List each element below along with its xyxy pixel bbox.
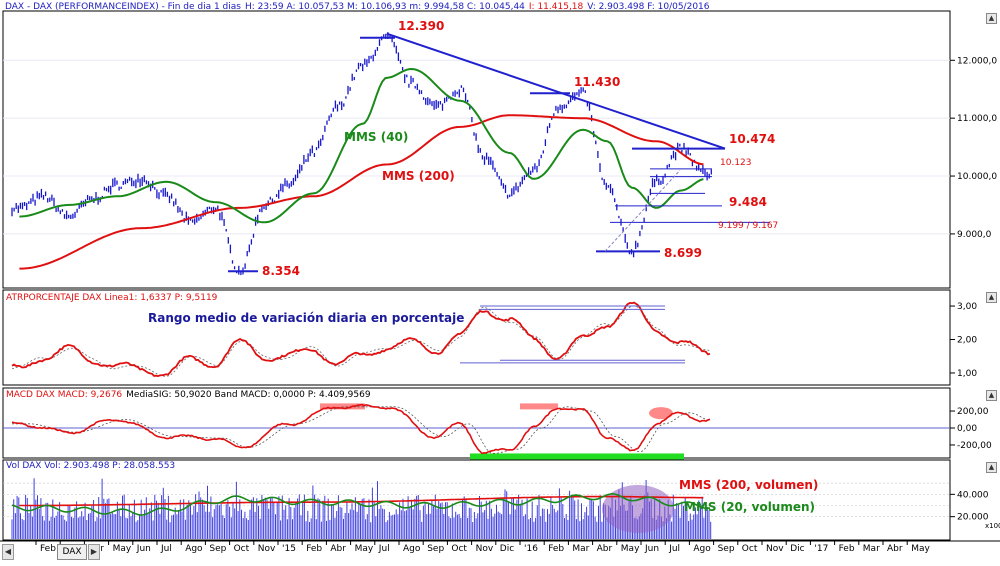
label-12390: 12.390 [398,19,444,33]
volume-plot [3,478,950,539]
x-tick-label: Mar [863,544,880,554]
x-tick-label: Abr [887,544,903,554]
y-tick-label: 200,00 [957,407,989,417]
volume-highlight-ellipse [602,485,674,533]
macd-highlight-top-2 [520,403,558,410]
x-tick-label: Jul [668,544,680,554]
label-mms40: MMS (40) [344,130,408,144]
label-9484: 9.484 [729,195,767,209]
y-tick-label: 12.000,0 [957,56,997,66]
x-axis-labels: Feb Mar Abr May Jun Jul Ago Sep Oct Nov '15 Feb Abr M… [35,541,930,554]
label-8699: 8.699 [664,246,702,260]
support-trendline [604,169,681,252]
x-tick-label: Ago [693,544,711,554]
macd-line [11,403,711,455]
y-tick-label: 9.000,0 [957,230,992,240]
y-tick-label: 11.000,0 [957,114,997,124]
macd-header: MACD DAX MACD: 9,2676 MediaSIG: 50,9020 B… [6,390,371,400]
x-tick-label: Nov [258,544,276,554]
volume-sma20-line [11,492,711,516]
atr-caption: Rango medio de variación diaria en porce… [148,311,464,325]
macd-highlight-bottom [470,453,684,460]
x-tick-label: Oct [234,544,250,554]
x-tick-label: '15 [282,544,296,554]
price-plot [3,32,950,276]
y-axes: 12.000,0 11.000,0 10.000,0 9.000,0 3,00 2,00 1… [950,56,1000,530]
y-tick-label: 3,00 [957,302,977,312]
atr-panel [2,289,951,386]
x-tick-label: Oct [451,544,467,554]
x-tick-label: Nov [476,544,494,554]
x-tick-label: Ago [403,544,421,554]
x-tick-label: Dic [790,544,804,554]
x-tick-label: Sep [209,544,226,554]
x-tick-label: Nov [766,544,784,554]
x-tick-label: Feb [40,544,56,554]
price-panel [2,10,951,289]
x-tick-label: Abr [597,544,613,554]
label-8354: 8.354 [262,264,300,278]
tab-dax[interactable]: DAX [57,544,87,560]
atr-line [11,301,711,378]
price-header: DAX - DAX (PERFORMANCEINDEX) - Fin de di… [5,2,710,12]
y-tick-label: 0,00 [957,424,977,434]
macd-plot [3,403,950,460]
scroll-right-button[interactable]: ▶ [88,544,100,560]
sma200-line [19,114,704,270]
x-tick-label: May [911,544,930,554]
x-tick-label: Jun [136,544,151,554]
atr-scroll-button[interactable]: ▲ [986,292,997,303]
label-10474: 10.474 [729,132,775,146]
y-tick-label: 10.000,0 [957,172,997,182]
price-bars [11,32,712,276]
volume-panel [2,459,951,541]
scroll-left-button[interactable]: ◀ [2,544,14,560]
x-tick-label: Feb [548,544,564,554]
y-tick-label: 2,00 [957,336,977,346]
x-tick-label: Ago [185,544,203,554]
atr-header: ATRPORCENTAJE DAX Linea1: 1,6337 P: 9,51… [6,293,218,303]
atr-plot [11,301,711,378]
x-tick-label: Sep [427,544,444,554]
atr-signal-line [11,305,711,377]
y-tick-label: 20.000 [957,513,989,523]
x-tick-label: Jun [644,544,659,554]
x-tick-label: '17 [814,544,828,554]
volume-header: Vol DAX Vol: 2.903.498 P: 28.058.553 [6,461,175,471]
x-tick-label: May [113,544,132,554]
x-tick-label: May [355,544,374,554]
resistance-trendline [386,32,726,150]
sma40-line [19,67,704,224]
label-vol-mms20: MMS (20, volumen) [684,500,815,514]
x-tick-label: Mar [572,544,589,554]
x-tick-label: Abr [330,544,346,554]
label-mms200: MMS (200) [382,169,455,183]
y-tick-label: 40.000 [957,490,989,500]
x-tick-label: May [621,544,640,554]
y-tick-label: -200,00 [957,441,992,451]
label-vol-mms200: MMS (200, volumen) [679,478,818,492]
price-scroll-button[interactable]: ▲ [986,13,997,24]
x-tick-label: Jul [378,544,390,554]
x-tick-label: '16 [524,544,538,554]
x-tick-label: Feb [306,544,322,554]
volume-sma200-line [19,495,704,507]
label-10123: 10.123 [720,158,752,168]
x-tick-label: Oct [742,544,758,554]
macd-highlight-top-1 [320,403,365,410]
volume-scale-label: x100 [985,522,1000,530]
macd-highlight-ellipse [649,407,673,420]
x-tick-label: Feb [839,544,855,554]
label-11430: 11.430 [574,75,620,89]
x-tick-label: Sep [718,544,735,554]
label-9199-9167: 9.199 / 9.167 [718,221,778,231]
x-tick-label: Dic [500,544,514,554]
volume-scroll-button[interactable]: ▲ [986,462,997,473]
y-tick-label: 1,00 [957,369,977,379]
macd-scroll-button[interactable]: ▲ [986,390,997,401]
x-tick-label: Jul [160,544,172,554]
